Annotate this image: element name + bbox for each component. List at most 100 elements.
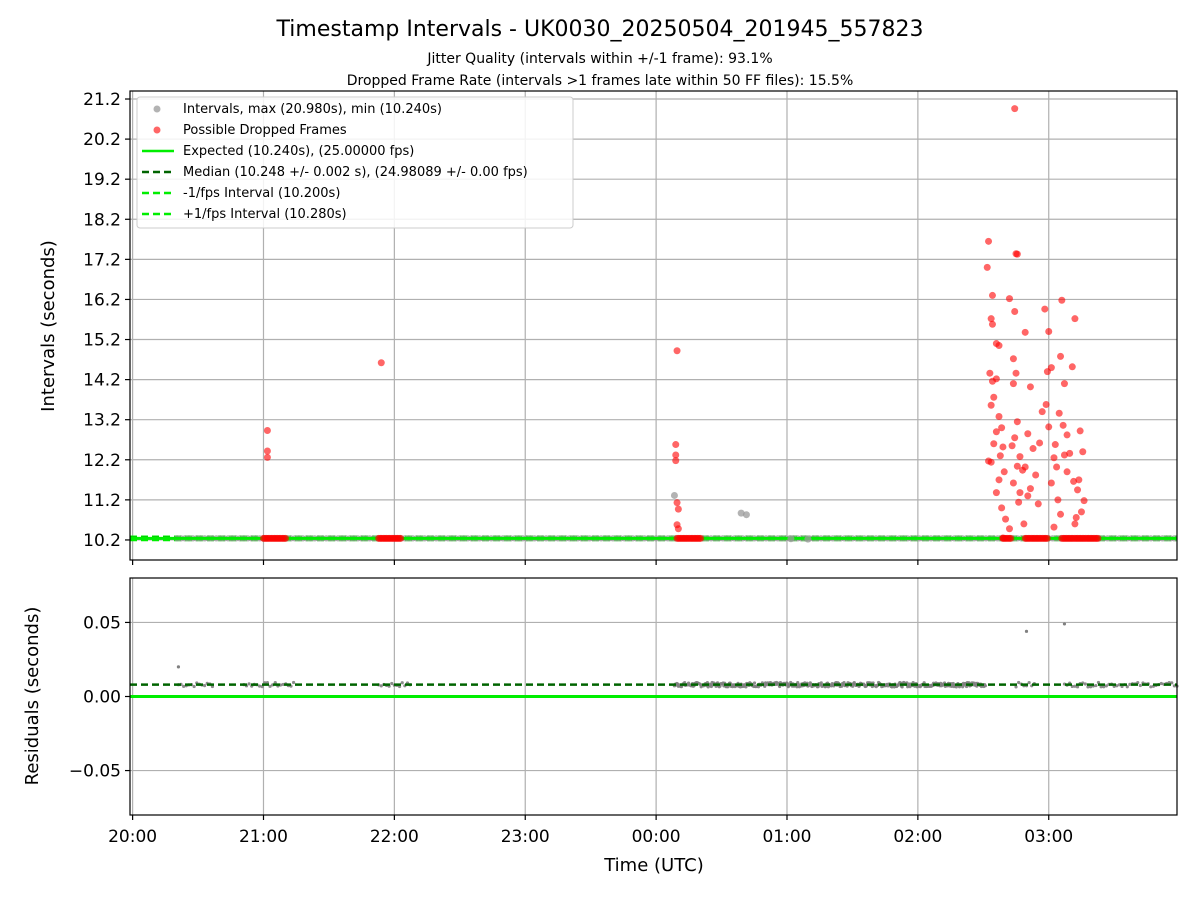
legend-label-minus-one-frame: -1/fps Interval (10.200s) xyxy=(183,186,340,201)
residuals-plot-area xyxy=(130,622,1179,698)
dropped-frame-point xyxy=(1020,520,1028,528)
dropped-frame-point xyxy=(674,505,682,513)
dropped-frame-point xyxy=(1021,328,1029,336)
dropped-frame-point xyxy=(1043,534,1051,542)
intervals-y-axis-label: Intervals (seconds) xyxy=(38,240,59,412)
residual-point xyxy=(291,680,296,685)
dropped-frame-point xyxy=(1038,408,1046,416)
dropped-frame-point xyxy=(263,447,271,455)
intervals-plot-frame xyxy=(129,90,1178,561)
dropped-frame-point xyxy=(1005,525,1013,533)
dropped-frame-point xyxy=(263,427,271,435)
dropped-frame-point xyxy=(1059,421,1067,429)
dropped-frame-point xyxy=(1072,514,1080,522)
dropped-frame-point xyxy=(1050,454,1058,462)
dropped-frame-point xyxy=(998,504,1006,512)
dropped-frame-point xyxy=(992,428,1000,436)
residual-point xyxy=(1102,685,1106,689)
residuals-plot-frame xyxy=(129,577,1178,816)
intervals-y-tick-label: 17.2 xyxy=(83,250,121,270)
dropped-frame-point xyxy=(1036,439,1044,447)
dropped-frame-point xyxy=(1013,250,1021,258)
dropped-frame-point xyxy=(1063,468,1071,476)
dropped-frame-point xyxy=(1050,523,1058,531)
legend: Intervals, max (20.980s), min (10.240s) … xyxy=(136,96,574,229)
legend-label-intervals: Intervals, max (20.980s), min (10.240s) xyxy=(183,102,442,117)
dropped-frame-point xyxy=(1016,453,1024,461)
residual-point xyxy=(1062,622,1067,626)
residuals-y-axis-label: Residuals (seconds) xyxy=(22,607,43,786)
interval-point xyxy=(670,491,678,499)
residuals-x-tick-label: 20:00 xyxy=(108,827,157,847)
dropped-frame-point xyxy=(1042,400,1050,408)
dropped-frame-point xyxy=(1071,520,1079,528)
dropped-frame-point xyxy=(988,320,996,328)
dropped-frame-point xyxy=(992,489,1000,497)
residuals-y-tick-label: 0.00 xyxy=(83,688,121,708)
intervals-y-tick-label: 14.2 xyxy=(83,371,121,391)
dropped-frame-point xyxy=(1055,409,1063,417)
intervals-y-tick-label: 13.2 xyxy=(83,411,121,431)
dropped-frame-point xyxy=(1009,479,1017,487)
dropped-frame-point xyxy=(1012,369,1020,377)
dropped-frame-point xyxy=(1007,534,1015,542)
intervals-y-tick-label: 11.2 xyxy=(83,491,121,511)
dropped-frame-point xyxy=(1060,380,1068,388)
residual-point xyxy=(1017,680,1021,685)
residual-point xyxy=(268,684,272,688)
dropped-frame-point xyxy=(990,393,998,401)
intervals-y-tick-label: 16.2 xyxy=(83,290,121,310)
dropped-frame-point xyxy=(1077,508,1085,516)
residual-point xyxy=(1075,685,1080,689)
residual-point xyxy=(842,680,846,685)
dropped-frame-point xyxy=(995,476,1003,484)
dropped-frame-point xyxy=(1080,497,1088,505)
residual-point xyxy=(1159,681,1163,686)
chart-title: Timestamp Intervals - UK0030_20250504_20… xyxy=(276,17,924,42)
chart-subtitle-jitter: Jitter Quality (intervals within +/-1 fr… xyxy=(426,51,772,67)
dropped-frame-point xyxy=(1057,352,1065,360)
dropped-frame-point xyxy=(1021,463,1029,471)
intervals-y-tick-label: 12.2 xyxy=(83,451,121,471)
dropped-frame-point xyxy=(1008,442,1016,450)
dropped-frame-point xyxy=(992,375,1000,383)
residual-point xyxy=(1024,629,1029,633)
dropped-frame-point xyxy=(281,534,289,542)
dropped-frame-point xyxy=(1094,534,1102,542)
intervals-y-tick-label: 18.2 xyxy=(83,210,121,230)
residual-point xyxy=(379,684,383,688)
dropped-frame-point xyxy=(1079,448,1087,456)
interval-point xyxy=(742,511,750,519)
residual-point xyxy=(192,684,196,689)
dropped-frame-point xyxy=(1071,315,1079,323)
intervals-y-tick-label: 19.2 xyxy=(83,170,121,190)
residual-point xyxy=(1083,682,1087,686)
residual-point xyxy=(1125,685,1129,689)
dropped-frame-point xyxy=(995,412,1003,420)
dropped-frame-point xyxy=(1045,423,1053,431)
legend-label-dropped: Possible Dropped Frames xyxy=(183,123,347,138)
legend-box xyxy=(136,96,574,229)
chart-subtitle-dropped: Dropped Frame Rate (intervals >1 frames … xyxy=(347,73,854,89)
residual-point xyxy=(1089,685,1093,689)
dropped-frame-point xyxy=(1024,492,1032,500)
legend-label-plus-one-frame: +1/fps Interval (10.280s) xyxy=(183,207,347,222)
intervals-y-tick-label: 20.2 xyxy=(83,130,121,150)
intervals-panel: 10.2 11.2 12.2 13.2 14.2 15.2 16.2 17.2 18.2 19.2… xyxy=(83,90,1178,565)
dropped-frame-point xyxy=(996,452,1004,460)
dropped-frame-point xyxy=(999,443,1007,451)
dropped-frame-point xyxy=(263,453,271,461)
dropped-frame-point xyxy=(1047,479,1055,487)
residual-point xyxy=(265,680,270,685)
dropped-frame-point xyxy=(1054,496,1062,504)
dropped-frame-point xyxy=(1057,510,1065,518)
dropped-frame-point xyxy=(983,263,991,271)
dropped-frame-point xyxy=(1000,468,1008,476)
residual-point xyxy=(247,682,251,686)
residual-point xyxy=(176,665,181,669)
legend-marker-intervals xyxy=(153,105,161,113)
residual-point xyxy=(983,684,987,688)
residual-point xyxy=(281,682,285,687)
dropped-frame-point xyxy=(1074,486,1082,494)
